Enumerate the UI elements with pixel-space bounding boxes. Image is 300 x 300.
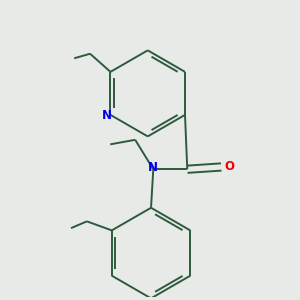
Text: O: O bbox=[224, 160, 234, 173]
Text: N: N bbox=[102, 109, 112, 122]
Text: N: N bbox=[148, 161, 158, 174]
